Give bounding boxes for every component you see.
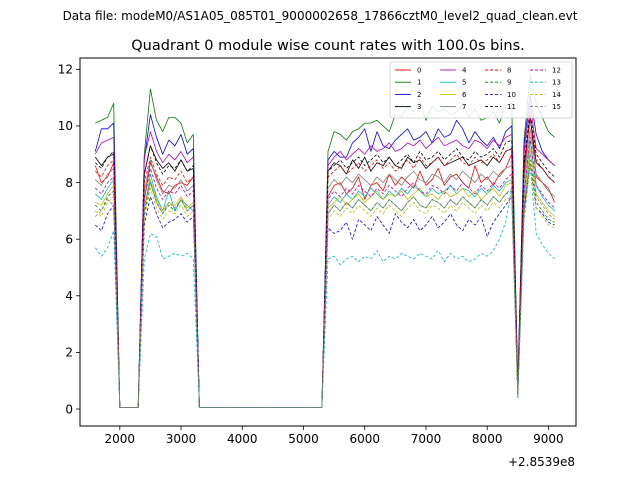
x-offset-label: +2.8539e8 xyxy=(508,455,575,469)
y-tick-label: 0 xyxy=(65,402,73,416)
legend-label-1: 1 xyxy=(417,79,421,87)
y-tick-label: 10 xyxy=(58,119,73,133)
series-line-13 xyxy=(94,165,555,409)
x-tick-label: 8000 xyxy=(472,432,503,446)
legend-label-9: 9 xyxy=(507,79,511,87)
figure-suptitle: Data file: modeM0/AS1A05_085T01_90000026… xyxy=(63,9,578,23)
y-tick-label: 4 xyxy=(65,289,73,303)
series-line-12 xyxy=(95,136,555,409)
legend-label-11: 11 xyxy=(507,103,516,111)
legend-label-3: 3 xyxy=(417,103,421,111)
series-layer xyxy=(94,74,555,409)
legend-label-15: 15 xyxy=(552,103,561,111)
legend-label-10: 10 xyxy=(507,91,516,99)
series-line-10 xyxy=(95,165,555,409)
legend-label-0: 0 xyxy=(417,67,421,75)
legend-label-6: 6 xyxy=(462,91,467,99)
y-axis-ticks: 0 2 4 6 8 10 12 xyxy=(58,63,80,416)
legend-label-7: 7 xyxy=(462,103,466,111)
x-tick-label: 2000 xyxy=(105,432,136,446)
x-tick-label: 4000 xyxy=(227,432,258,446)
legend-label-14: 14 xyxy=(552,91,561,99)
x-tick-label: 6000 xyxy=(349,432,380,446)
x-tick-label: 5000 xyxy=(288,432,319,446)
x-tick-label: 3000 xyxy=(166,432,197,446)
legend-label-8: 8 xyxy=(507,67,511,75)
legend-label-2: 2 xyxy=(417,91,421,99)
series-line-15 xyxy=(95,153,555,409)
y-tick-label: 8 xyxy=(65,176,73,190)
plot-frame xyxy=(79,57,577,427)
chart-title: Quadrant 0 module wise count rates with … xyxy=(131,38,525,54)
legend-label-13: 13 xyxy=(552,79,561,87)
legend-box xyxy=(389,61,573,119)
legend-label-5: 5 xyxy=(462,79,466,87)
x-axis-ticks: 2000 3000 4000 5000 6000 7000 8000 9000 xyxy=(105,426,564,446)
x-tick-label: 9000 xyxy=(533,432,564,446)
series-line-11 xyxy=(95,111,555,409)
y-tick-label: 6 xyxy=(65,232,73,246)
y-tick-label: 12 xyxy=(58,63,73,77)
x-tick-label: 7000 xyxy=(411,432,442,446)
legend-label-4: 4 xyxy=(462,67,467,75)
y-tick-label: 2 xyxy=(65,346,73,360)
legend-label-12: 12 xyxy=(552,67,561,75)
plot-area xyxy=(80,58,576,426)
